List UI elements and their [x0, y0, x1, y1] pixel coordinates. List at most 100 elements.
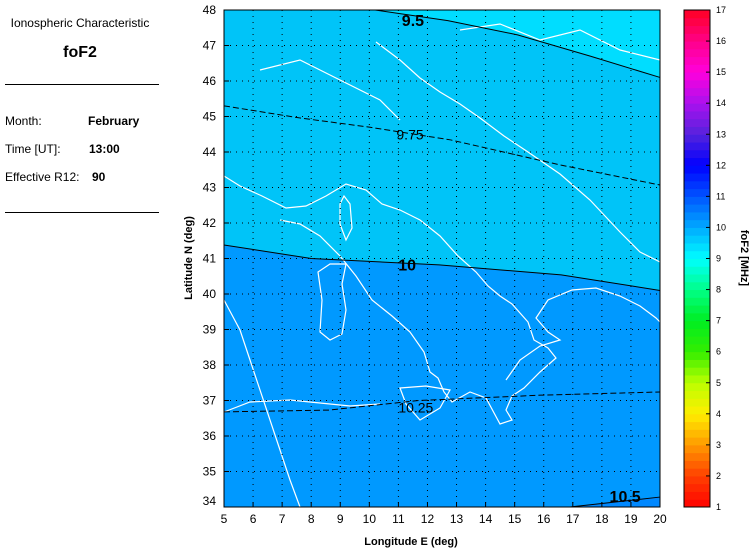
x-tick-label: 16 — [537, 512, 551, 526]
colorbar-segment — [684, 157, 710, 166]
colorbar-tick-label: 5 — [716, 378, 721, 388]
x-tick-label: 19 — [624, 512, 638, 526]
time-label: Time [UT]: — [5, 142, 61, 156]
colorbar-segment — [684, 204, 710, 213]
colorbar-segment — [684, 219, 710, 228]
colorbar-segment — [684, 475, 710, 485]
colorbar-segment — [684, 437, 710, 446]
y-axis-label: Latitude N (deg) — [183, 216, 195, 300]
colorbar-segment — [684, 110, 710, 120]
month-label: Month: — [5, 114, 42, 128]
x-tick-label: 17 — [566, 512, 580, 526]
colorbar-segment — [684, 390, 710, 399]
x-tick-label: 12 — [421, 512, 435, 526]
x-tick-label: 18 — [595, 512, 609, 526]
colorbar-tick-label: 6 — [716, 347, 721, 357]
y-tick-label: 45 — [203, 110, 217, 124]
colorbar-segment — [684, 281, 710, 291]
colorbar-segment — [684, 343, 710, 353]
divider — [5, 212, 159, 213]
x-tick-label: 14 — [479, 512, 493, 526]
y-tick-label: 47 — [203, 39, 217, 53]
colorbar-segment — [684, 149, 710, 159]
colorbar-segment — [684, 72, 710, 81]
colorbar-segment — [684, 429, 710, 438]
colorbar-segment — [684, 227, 710, 236]
colorbar-segment — [684, 64, 710, 73]
colorbar-segment — [684, 142, 710, 151]
contour-label: 9.5 — [402, 13, 424, 30]
y-tick-label: 37 — [203, 394, 217, 408]
divider — [5, 84, 159, 85]
y-tick-label: 34 — [203, 494, 217, 508]
colorbar-segment — [684, 25, 710, 34]
colorbar-segment — [684, 421, 710, 430]
y-tick-label: 35 — [203, 465, 217, 479]
r12-value: 90 — [92, 170, 106, 184]
contour-label: 10.25 — [398, 400, 433, 416]
x-tick-label: 5 — [221, 512, 228, 526]
x-tick-label: 8 — [308, 512, 315, 526]
x-tick-label: 15 — [508, 512, 522, 526]
colorbar-segment — [684, 103, 710, 112]
colorbar-segment — [684, 305, 710, 314]
y-tick-label: 36 — [203, 429, 217, 443]
colorbar-label: foF2 [MHz] — [738, 230, 750, 287]
y-tick-label: 48 — [203, 3, 217, 17]
x-tick-label: 7 — [279, 512, 286, 526]
colorbar-segment — [684, 79, 710, 89]
colorbar-segment — [684, 41, 710, 50]
contour-10 — [223, 244, 661, 291]
side-title: Ionospheric Characteristic — [10, 16, 150, 30]
colorbar-segment — [684, 33, 710, 42]
colorbar-segment — [684, 468, 710, 477]
colorbar-segment — [684, 444, 710, 454]
y-tick-label: 40 — [203, 287, 217, 301]
colorbar-segment — [684, 134, 710, 143]
colorbar-tick-label: 16 — [716, 36, 726, 46]
colorbar-tick-label: 2 — [716, 471, 721, 481]
colorbar-segment — [684, 483, 710, 492]
colorbar-segment — [684, 499, 710, 508]
colorbar-segment — [684, 118, 710, 127]
colorbar-segment — [684, 351, 710, 360]
colorbar-tick-label: 8 — [716, 285, 721, 295]
colorbar-segment — [684, 211, 710, 221]
colorbar-segment — [684, 258, 710, 267]
colorbar-tick-label: 14 — [716, 98, 726, 108]
contour-label: 10.5 — [610, 489, 641, 506]
colorbar-segment — [684, 87, 710, 96]
x-tick-label: 20 — [653, 512, 667, 526]
y-tick-label: 38 — [203, 358, 217, 372]
colorbar-segment — [684, 188, 710, 197]
colorbar-segment — [684, 359, 710, 368]
colorbar-segment — [684, 56, 710, 65]
y-tick-label: 41 — [203, 252, 217, 266]
colorbar-segment — [684, 398, 710, 407]
colorbar-segment — [684, 165, 710, 174]
colorbar-segment — [684, 328, 710, 337]
month-value: February — [88, 114, 140, 128]
colorbar-segment — [684, 17, 710, 27]
x-tick-label: 11 — [392, 512, 405, 526]
fill-band-below-9.5 — [224, 10, 660, 78]
colorbar-tick-label: 13 — [716, 129, 726, 139]
colorbar-segment — [684, 460, 710, 469]
colorbar-segment — [684, 250, 710, 259]
x-tick-label: 10 — [363, 512, 377, 526]
colorbar-segment — [684, 274, 710, 283]
colorbar-tick-label: 15 — [716, 67, 726, 77]
colorbar-segment — [684, 196, 710, 205]
colorbar-tick-label: 12 — [716, 160, 726, 170]
colorbar-segment — [684, 452, 710, 461]
contour-label: 10 — [398, 258, 416, 275]
time-value: 13:00 — [89, 142, 120, 156]
colorbar-segment — [684, 406, 710, 415]
colorbar-segment — [684, 491, 710, 500]
parameter-name: foF2 — [63, 44, 97, 61]
colorbar-segment — [684, 180, 710, 190]
colorbar-segment — [684, 297, 710, 306]
x-tick-label: 6 — [250, 512, 257, 526]
colorbar-segment — [684, 126, 710, 135]
